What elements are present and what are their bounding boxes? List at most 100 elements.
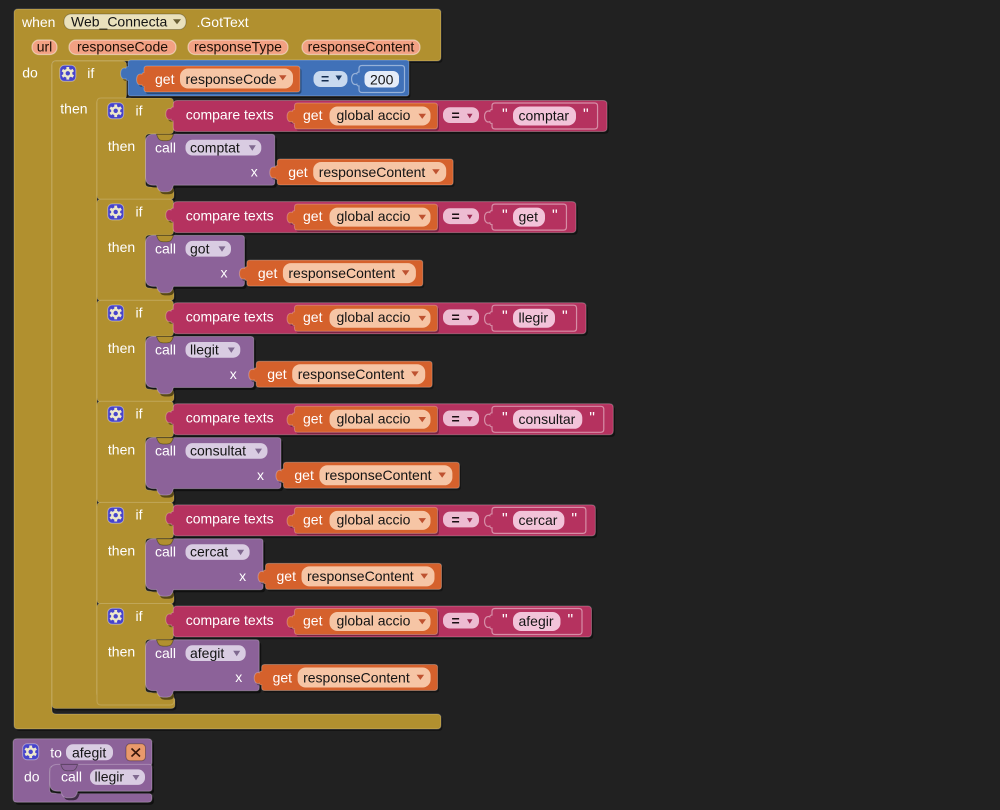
svg-text:global accio: global accio bbox=[337, 511, 411, 527]
svg-text:.GotText: .GotText bbox=[197, 14, 249, 30]
svg-text:compare texts: compare texts bbox=[186, 106, 274, 122]
svg-text:": " bbox=[583, 107, 589, 124]
svg-text:if: if bbox=[136, 102, 143, 118]
svg-text:200: 200 bbox=[370, 71, 394, 87]
svg-text:get: get bbox=[303, 107, 323, 123]
svg-text:get: get bbox=[303, 410, 323, 426]
svg-text:responseContent: responseContent bbox=[319, 164, 426, 180]
svg-text:responseContent: responseContent bbox=[298, 366, 405, 382]
svg-text:get: get bbox=[303, 208, 323, 224]
svg-text:Web_Connecta: Web_Connecta bbox=[71, 13, 167, 29]
svg-text:consultat: consultat bbox=[190, 443, 246, 459]
svg-text:then: then bbox=[108, 138, 135, 154]
svg-text:call: call bbox=[155, 342, 176, 358]
svg-text:if: if bbox=[136, 608, 143, 624]
svg-text:get: get bbox=[258, 265, 278, 281]
svg-text:global accio: global accio bbox=[337, 410, 411, 426]
svg-text:if: if bbox=[136, 507, 143, 523]
svg-text:compare texts: compare texts bbox=[186, 511, 274, 527]
svg-text:do: do bbox=[24, 769, 40, 785]
svg-text:responseContent: responseContent bbox=[307, 568, 414, 584]
svg-text:global accio: global accio bbox=[337, 309, 411, 325]
svg-text:responseCode: responseCode bbox=[186, 71, 277, 87]
svg-text:": " bbox=[502, 107, 508, 124]
svg-text:": " bbox=[568, 612, 574, 629]
svg-text:": " bbox=[589, 410, 595, 427]
svg-text:call: call bbox=[61, 769, 82, 785]
svg-text:": " bbox=[571, 511, 577, 528]
svg-text:to: to bbox=[50, 744, 62, 760]
svg-text:global accio: global accio bbox=[337, 613, 411, 629]
svg-text:then: then bbox=[108, 644, 135, 660]
svg-text:call: call bbox=[155, 443, 176, 459]
svg-text:get: get bbox=[273, 669, 293, 685]
svg-text:x: x bbox=[239, 568, 246, 584]
svg-text:then: then bbox=[108, 441, 135, 457]
svg-text:call: call bbox=[155, 240, 176, 256]
svg-text:responseContent: responseContent bbox=[308, 39, 415, 55]
svg-text:consultar: consultar bbox=[519, 411, 576, 427]
svg-text:llegir: llegir bbox=[95, 769, 125, 785]
svg-text:url: url bbox=[37, 39, 53, 55]
svg-text:": " bbox=[502, 410, 508, 427]
svg-text:get: get bbox=[288, 164, 308, 180]
svg-text:responseCode: responseCode bbox=[77, 39, 168, 55]
svg-text:afegit: afegit bbox=[190, 645, 224, 661]
svg-text:": " bbox=[552, 208, 558, 225]
svg-text:=: = bbox=[452, 309, 460, 325]
svg-text:call: call bbox=[155, 139, 176, 155]
svg-text:llegir: llegir bbox=[519, 310, 549, 326]
svg-text:when: when bbox=[21, 14, 55, 30]
svg-text:compare texts: compare texts bbox=[186, 612, 274, 628]
svg-text:call: call bbox=[155, 645, 176, 661]
svg-text:=: = bbox=[321, 71, 329, 87]
svg-text:responseContent: responseContent bbox=[325, 467, 432, 483]
svg-text:afegit: afegit bbox=[72, 744, 106, 760]
svg-text:x: x bbox=[257, 467, 264, 483]
svg-text:global accio: global accio bbox=[337, 208, 411, 224]
svg-text:if: if bbox=[136, 406, 143, 422]
svg-text:responseContent: responseContent bbox=[303, 669, 410, 685]
svg-text:get: get bbox=[303, 511, 323, 527]
svg-text:=: = bbox=[452, 613, 460, 629]
svg-text:get: get bbox=[155, 71, 175, 87]
svg-text:compare texts: compare texts bbox=[186, 207, 274, 223]
svg-text:comptat: comptat bbox=[190, 139, 240, 155]
svg-text:call: call bbox=[155, 544, 176, 560]
svg-text:": " bbox=[502, 208, 508, 225]
svg-text:get: get bbox=[294, 467, 314, 483]
svg-text:responseContent: responseContent bbox=[288, 265, 395, 281]
svg-text:cercar: cercar bbox=[519, 512, 558, 528]
svg-text:global accio: global accio bbox=[337, 107, 411, 123]
svg-text:comptar: comptar bbox=[519, 108, 570, 124]
svg-text:=: = bbox=[452, 107, 460, 123]
svg-text:afegir: afegir bbox=[519, 613, 554, 629]
svg-text:if: if bbox=[87, 65, 94, 81]
svg-text:compare texts: compare texts bbox=[186, 309, 274, 325]
svg-text:=: = bbox=[452, 511, 460, 527]
svg-text:responseType: responseType bbox=[194, 39, 282, 55]
svg-text:if: if bbox=[136, 203, 143, 219]
svg-text:": " bbox=[502, 511, 508, 528]
svg-text:x: x bbox=[221, 265, 228, 281]
svg-text:x: x bbox=[235, 669, 242, 685]
svg-text:then: then bbox=[108, 239, 135, 255]
svg-text:compare texts: compare texts bbox=[186, 410, 274, 426]
svg-text:x: x bbox=[251, 164, 258, 180]
svg-text:cercat: cercat bbox=[190, 544, 228, 560]
svg-text:then: then bbox=[60, 101, 87, 117]
svg-text:llegit: llegit bbox=[190, 342, 219, 358]
svg-text:": " bbox=[502, 612, 508, 629]
svg-text:get: get bbox=[303, 613, 323, 629]
svg-text:get: get bbox=[267, 366, 287, 382]
svg-text:get: get bbox=[519, 209, 539, 225]
svg-text:get: get bbox=[303, 309, 323, 325]
svg-text:get: get bbox=[277, 568, 297, 584]
svg-text:=: = bbox=[452, 208, 460, 224]
svg-text:do: do bbox=[22, 65, 38, 81]
svg-text:": " bbox=[562, 309, 568, 326]
svg-text:": " bbox=[502, 309, 508, 326]
svg-text:x: x bbox=[230, 366, 237, 382]
svg-text:got: got bbox=[190, 240, 210, 256]
svg-text:then: then bbox=[108, 542, 135, 558]
